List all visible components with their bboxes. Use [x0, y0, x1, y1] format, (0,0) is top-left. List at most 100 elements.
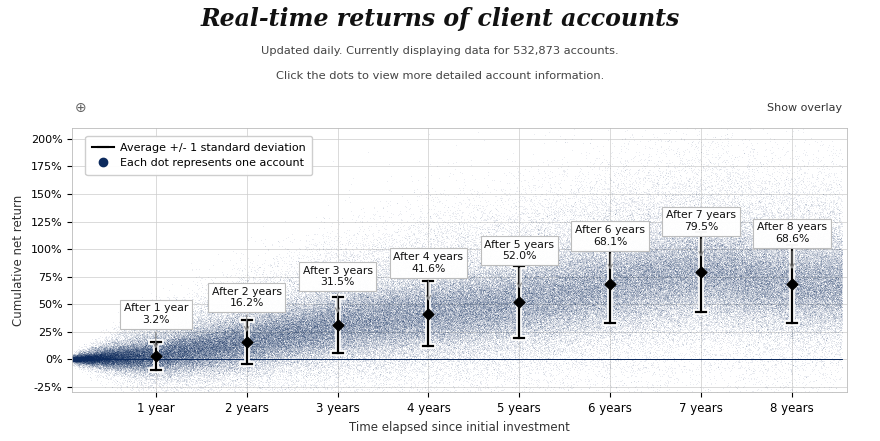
Point [393, 331, 407, 338]
Point [410, 356, 424, 363]
Point [835, 203, 849, 210]
Point [831, 302, 845, 309]
Point [101, 360, 115, 367]
Point [297, 322, 311, 329]
Point [536, 260, 550, 267]
Point [355, 356, 369, 363]
Point [753, 277, 767, 284]
Point [768, 283, 782, 290]
Point [101, 345, 115, 352]
Point [253, 325, 268, 332]
Point [322, 356, 336, 363]
Point [482, 270, 496, 277]
Point [771, 264, 785, 271]
Point [770, 277, 784, 284]
Point [619, 289, 633, 296]
Point [356, 309, 370, 316]
Point [684, 222, 698, 229]
Point [527, 309, 541, 316]
Point [467, 356, 481, 363]
Point [510, 305, 524, 312]
Point [348, 322, 363, 329]
Point [74, 355, 88, 363]
Point [290, 350, 304, 357]
Point [642, 259, 656, 266]
Point [160, 353, 174, 360]
Point [771, 313, 785, 320]
Point [568, 309, 583, 316]
Point [499, 356, 513, 363]
Point [511, 296, 525, 303]
Point [458, 344, 472, 351]
Point [288, 356, 302, 363]
Point [419, 287, 433, 294]
Point [780, 204, 794, 211]
Point [511, 302, 525, 309]
Point [374, 295, 388, 302]
Point [327, 356, 341, 363]
Point [739, 301, 753, 308]
Point [813, 356, 827, 363]
Point [794, 254, 808, 261]
Point [832, 340, 847, 347]
Point [430, 311, 444, 318]
Point [194, 351, 209, 359]
Point [498, 356, 512, 363]
Point [517, 210, 531, 217]
Point [128, 345, 142, 352]
Point [268, 336, 282, 343]
Point [279, 319, 293, 326]
Point [329, 348, 343, 355]
Point [806, 356, 820, 363]
Point [797, 356, 811, 363]
Point [568, 299, 583, 306]
Point [246, 346, 260, 353]
Point [173, 333, 187, 340]
Point [744, 312, 759, 319]
Point [81, 355, 95, 363]
Point [232, 344, 246, 351]
Point [195, 342, 209, 349]
Point [224, 347, 238, 354]
Point [314, 344, 328, 351]
Point [360, 356, 374, 363]
Point [736, 321, 750, 328]
Point [128, 356, 142, 363]
Point [818, 405, 832, 412]
Point [618, 356, 632, 363]
Point [730, 356, 744, 363]
Point [226, 326, 240, 333]
Point [583, 325, 598, 332]
Point [246, 343, 260, 350]
Point [540, 356, 554, 363]
Point [111, 350, 125, 357]
Point [766, 356, 781, 363]
Point [579, 297, 593, 304]
Point [192, 314, 206, 321]
Point [498, 239, 512, 247]
Point [431, 273, 445, 280]
Point [202, 349, 216, 356]
Point [106, 362, 120, 369]
Point [353, 325, 367, 333]
Point [289, 356, 303, 363]
Point [795, 306, 809, 313]
Point [834, 271, 848, 278]
Point [346, 272, 360, 279]
Point [573, 316, 587, 323]
Point [662, 280, 676, 287]
Point [618, 286, 632, 293]
Point [281, 356, 295, 363]
Point [508, 331, 522, 338]
Point [491, 301, 505, 308]
Point [512, 336, 526, 343]
Point [655, 281, 669, 288]
Point [166, 351, 180, 359]
Point [404, 296, 418, 303]
Point [560, 207, 574, 214]
Point [439, 356, 453, 363]
Point [347, 337, 361, 344]
Point [741, 240, 755, 247]
Point [763, 285, 777, 292]
Point [832, 261, 846, 268]
